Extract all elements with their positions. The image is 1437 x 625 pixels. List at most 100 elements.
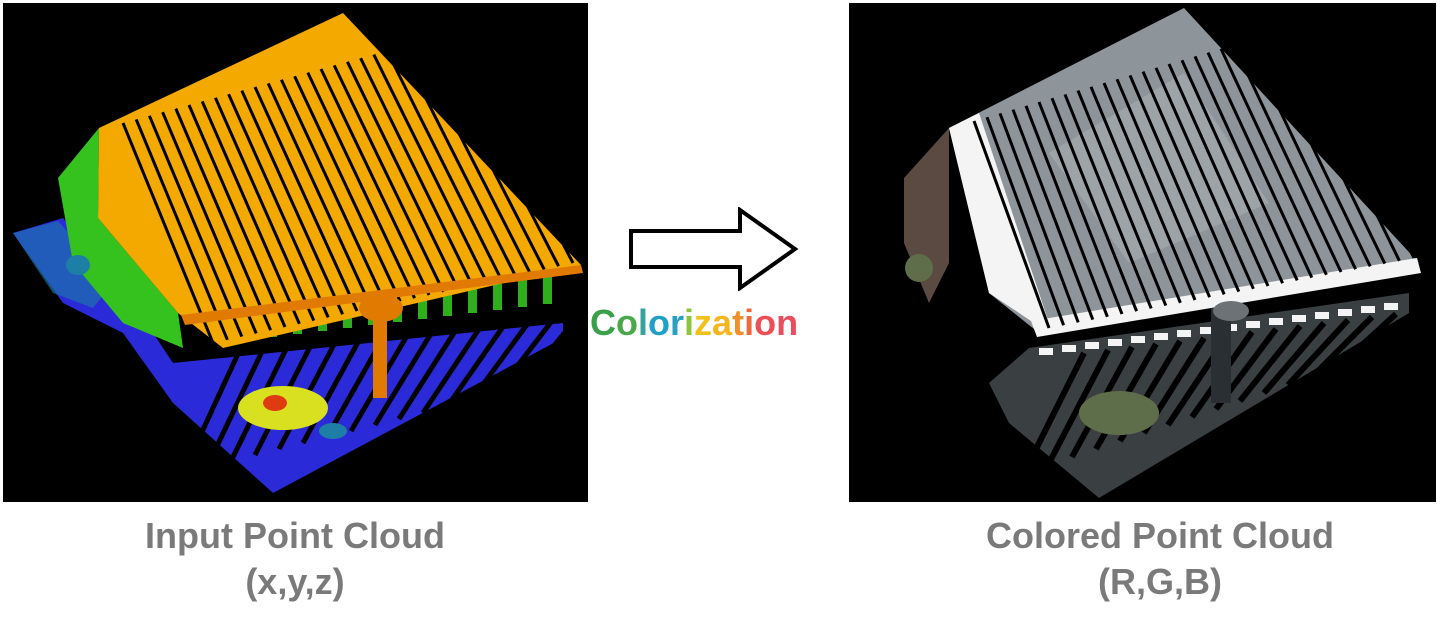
roof-scan-gap bbox=[1232, 44, 1343, 273]
colorization-letter: n bbox=[776, 302, 799, 343]
column-points bbox=[468, 273, 477, 313]
roof-scan-gap bbox=[1115, 78, 1211, 298]
ground-scan-gap bbox=[1237, 324, 1303, 403]
eave-points bbox=[1108, 339, 1122, 346]
roof-scan-gap bbox=[385, 50, 503, 280]
roof-scan-gap bbox=[1063, 93, 1153, 309]
colored-point-cloud-image bbox=[849, 3, 1436, 502]
pillar-top-points bbox=[1213, 301, 1249, 321]
ground-scan-gap bbox=[396, 323, 462, 421]
ground-scan-gap bbox=[180, 341, 246, 475]
roof-scan-gap bbox=[1024, 105, 1109, 318]
colorization-letter: z bbox=[694, 302, 713, 343]
roof-scan-gap bbox=[1219, 48, 1328, 276]
ground-surface bbox=[13, 218, 563, 493]
ground-scan-gap bbox=[1021, 351, 1087, 475]
roof-scan-gap bbox=[134, 118, 229, 341]
pillar-points bbox=[1211, 308, 1231, 403]
roof-scan-gap bbox=[438, 35, 560, 267]
roof-scan-gap bbox=[1050, 97, 1138, 312]
colorization-letter: C bbox=[590, 302, 616, 343]
ground-scan-gap bbox=[493, 315, 557, 397]
roof-scan-gap bbox=[1011, 109, 1095, 321]
roof-scan-gap bbox=[319, 68, 431, 296]
roof-scan-gap bbox=[1193, 55, 1299, 282]
roof-scan-gap bbox=[1245, 40, 1357, 270]
roof-scan-gap bbox=[306, 71, 416, 299]
shrub-points bbox=[319, 423, 347, 439]
roof-scan-gap bbox=[240, 89, 344, 315]
roof-scan-gap bbox=[1167, 63, 1270, 287]
roof-scan-gap bbox=[1258, 36, 1372, 268]
column-points bbox=[518, 267, 527, 307]
roof-scan-gap bbox=[972, 120, 1051, 329]
ground-scan-gap bbox=[468, 317, 534, 403]
colorization-letter: i bbox=[684, 302, 695, 343]
roof-scan-gap bbox=[161, 111, 258, 334]
output-caption-subtitle: (R,G,B) bbox=[1098, 561, 1222, 602]
input-caption: Input Point Cloud (x,y,z) bbox=[0, 513, 590, 605]
ground-patch bbox=[13, 221, 113, 308]
roof-scan-gap bbox=[266, 82, 373, 309]
column-points bbox=[493, 270, 502, 310]
input-caption-title: Input Point Cloud bbox=[145, 515, 445, 556]
colorization-letter: t bbox=[732, 302, 745, 343]
roof-scan-gap bbox=[121, 122, 215, 344]
eave-points bbox=[1177, 330, 1191, 337]
roof-scan-gap bbox=[985, 116, 1066, 326]
ground-scan-gap bbox=[204, 339, 270, 469]
ground-scan-gap bbox=[1382, 310, 1436, 356]
roof-scan-gap bbox=[200, 100, 301, 325]
right-arrow-outline-icon bbox=[629, 207, 799, 291]
input-point-cloud-image bbox=[3, 3, 588, 502]
roof-scan-gap bbox=[1076, 90, 1168, 307]
ground-scan-gap bbox=[420, 321, 486, 415]
roof-scan-gap bbox=[398, 46, 517, 277]
column-points bbox=[443, 276, 452, 316]
output-caption-title: Colored Point Cloud bbox=[986, 515, 1334, 556]
pillar-top-points bbox=[359, 294, 403, 322]
roof-scan-gap bbox=[425, 39, 546, 271]
eave-points bbox=[1154, 333, 1168, 340]
roof-scan-gap bbox=[1271, 32, 1387, 265]
ground-scan-gap bbox=[1261, 321, 1327, 395]
eave-points bbox=[1384, 303, 1398, 310]
eave-points bbox=[1200, 327, 1214, 334]
roof-scan-gap bbox=[174, 108, 272, 331]
roof-scan-gap bbox=[332, 64, 445, 293]
roof-scan-gap bbox=[1037, 101, 1124, 315]
eave-points bbox=[1269, 318, 1283, 325]
roof-scan-gap bbox=[214, 97, 316, 322]
ground-points bbox=[13, 218, 588, 493]
colorization-letter: i bbox=[744, 302, 755, 343]
ground-scan-gap bbox=[372, 325, 438, 427]
eave-points bbox=[1062, 345, 1076, 352]
pillar-points bbox=[373, 303, 387, 398]
roof-fascia-points bbox=[1031, 258, 1421, 337]
colorization-letter: l bbox=[638, 302, 649, 343]
output-caption: Colored Point Cloud (R,G,B) bbox=[860, 513, 1437, 605]
eave-points bbox=[1246, 321, 1260, 328]
colorization-label: Colorization bbox=[590, 301, 812, 345]
roof-scan-gap bbox=[359, 57, 474, 287]
ground-scan-gap bbox=[1045, 348, 1111, 467]
colorization-letter: o bbox=[648, 302, 671, 343]
colorization-letter: a bbox=[712, 302, 733, 343]
vegetation-peak-points bbox=[263, 395, 287, 411]
ground-scan-gap bbox=[1358, 308, 1422, 364]
eave-points bbox=[1292, 315, 1306, 322]
roof-scan-gap bbox=[412, 43, 532, 274]
roof-scan-lines bbox=[949, 25, 1416, 329]
roof-scan-gap bbox=[1102, 82, 1197, 301]
ground-scan-gap bbox=[300, 331, 366, 445]
roof-scan-gap bbox=[1154, 67, 1255, 290]
roof-side-points bbox=[949, 113, 1049, 323]
ground-scan-gap bbox=[1333, 311, 1399, 372]
eave-points bbox=[1361, 306, 1375, 313]
ground-scan-gap bbox=[1309, 314, 1375, 380]
ground-scan-gap bbox=[517, 313, 581, 391]
eave-points bbox=[1131, 336, 1145, 343]
shrub-points bbox=[905, 254, 933, 282]
foreground-points bbox=[66, 255, 403, 439]
eave-points bbox=[1338, 309, 1352, 316]
